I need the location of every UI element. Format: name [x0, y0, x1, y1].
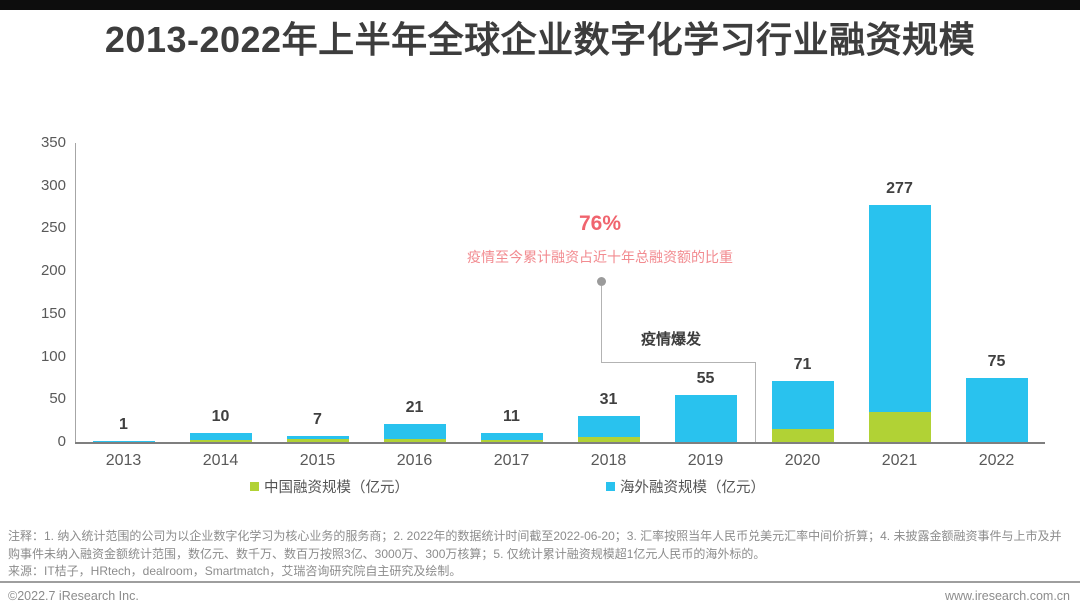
y-tick-label: 50 [49, 390, 66, 408]
y-tick-label: 350 [40, 134, 66, 151]
y-tick-label: 300 [40, 176, 66, 194]
y-tick-label: 0 [57, 433, 66, 450]
bar-total-label: 277 [886, 180, 913, 198]
bar-segment-china [286, 439, 349, 442]
bar-segment-overseas [965, 377, 1028, 442]
bar-segment-overseas [868, 205, 931, 413]
x-axis-label: 2020 [784, 452, 821, 469]
bar-segment-overseas [383, 424, 446, 439]
bar-segment-china [189, 440, 252, 442]
legend-swatch-icon [250, 482, 259, 491]
legend-swatch-icon [606, 482, 615, 491]
annotation-line-vertical [601, 286, 602, 362]
bar-segment-overseas [189, 433, 252, 441]
bar-segment-china [868, 412, 931, 442]
x-axis-label: 2013 [105, 452, 142, 469]
legend-item-overseas: 海外融资规模（亿元） [606, 476, 765, 497]
footnote-text: 注释：1. 纳入统计范围的公司为以企业数字化学习为核心业务的服务商；2. 202… [8, 529, 1062, 561]
funding-bar-chart: 350 300 250 200 150 100 50 0 1 10 7 21 11 31 55 71 277 7… [40, 134, 1045, 497]
legend-label: 海外融资规模（亿元） [620, 480, 765, 496]
bar-total-label: 21 [405, 399, 424, 417]
annotation-line-drop [755, 362, 756, 442]
y-tick-label: 250 [40, 219, 66, 237]
bar-segment-overseas [674, 395, 737, 442]
copyright-text: ©2022.7 iResearch Inc. [8, 589, 139, 603]
bar-segment-china [577, 436, 640, 442]
x-axis-label: 2018 [590, 452, 627, 469]
legend-label: 中国融资规模（亿元） [264, 480, 409, 496]
footer-bar: ©2022.7 iResearch Inc. www.iresearch.com… [8, 589, 1070, 603]
x-axis-label: 2015 [299, 452, 336, 469]
bar-segment-china [383, 438, 446, 442]
bar-segment-china [480, 440, 543, 442]
annotation-line-horizontal [601, 362, 756, 363]
x-axis-label: 2019 [687, 452, 724, 469]
y-axis-line [75, 143, 76, 443]
y-tick-label: 200 [40, 262, 66, 280]
footnotes: 注释：1. 纳入统计范围的公司为以企业数字化学习为核心业务的服务商；2. 202… [8, 528, 1072, 581]
page-title: 2013-2022年上半年全球企业数字化学习行业融资规模 [104, 19, 976, 60]
footer-divider [0, 581, 1080, 583]
x-axis-label: 2014 [202, 452, 239, 469]
bar-segment-overseas [480, 432, 543, 441]
top-black-bar [0, 0, 1080, 10]
bar-total-label: 1 [119, 416, 128, 434]
bar-total-label: 11 [503, 407, 520, 425]
bar-total-label: 7 [313, 411, 322, 429]
x-axis-label: 2021 [881, 452, 918, 469]
x-axis-label: 2022 [978, 452, 1015, 469]
x-axis-label: 2017 [493, 452, 530, 469]
annotation-event-label: 疫情爆发 [641, 331, 702, 348]
bar-total-label: 55 [696, 370, 715, 387]
bar-segment-overseas [771, 381, 834, 430]
annotation-percent: 76% [578, 212, 622, 235]
bar-segment-china [771, 429, 834, 442]
x-axis-line [75, 442, 1045, 444]
annotation-dot-icon [597, 277, 606, 286]
bar-total-label: 71 [793, 356, 812, 374]
annotation-description: 疫情至今累计融资占近十年总融资额的比重 [467, 249, 733, 265]
source-text: 来源：IT桔子，HRtech，dealroom，Smartmatch，艾瑞咨询研… [8, 564, 462, 578]
x-axis-label: 2016 [396, 452, 433, 469]
bar-total-label: 75 [987, 352, 1006, 370]
y-tick-label: 100 [40, 347, 66, 365]
website-link[interactable]: www.iresearch.com.cn [944, 589, 1070, 603]
bar-segment-overseas [92, 441, 155, 443]
bar-segment-overseas [286, 436, 349, 440]
y-tick-label: 150 [40, 304, 66, 322]
bar-total-label: 10 [211, 408, 230, 426]
bar-segment-overseas [577, 415, 640, 437]
legend-item-china: 中国融资规模（亿元） [250, 476, 409, 497]
bar-total-label: 31 [599, 390, 618, 408]
